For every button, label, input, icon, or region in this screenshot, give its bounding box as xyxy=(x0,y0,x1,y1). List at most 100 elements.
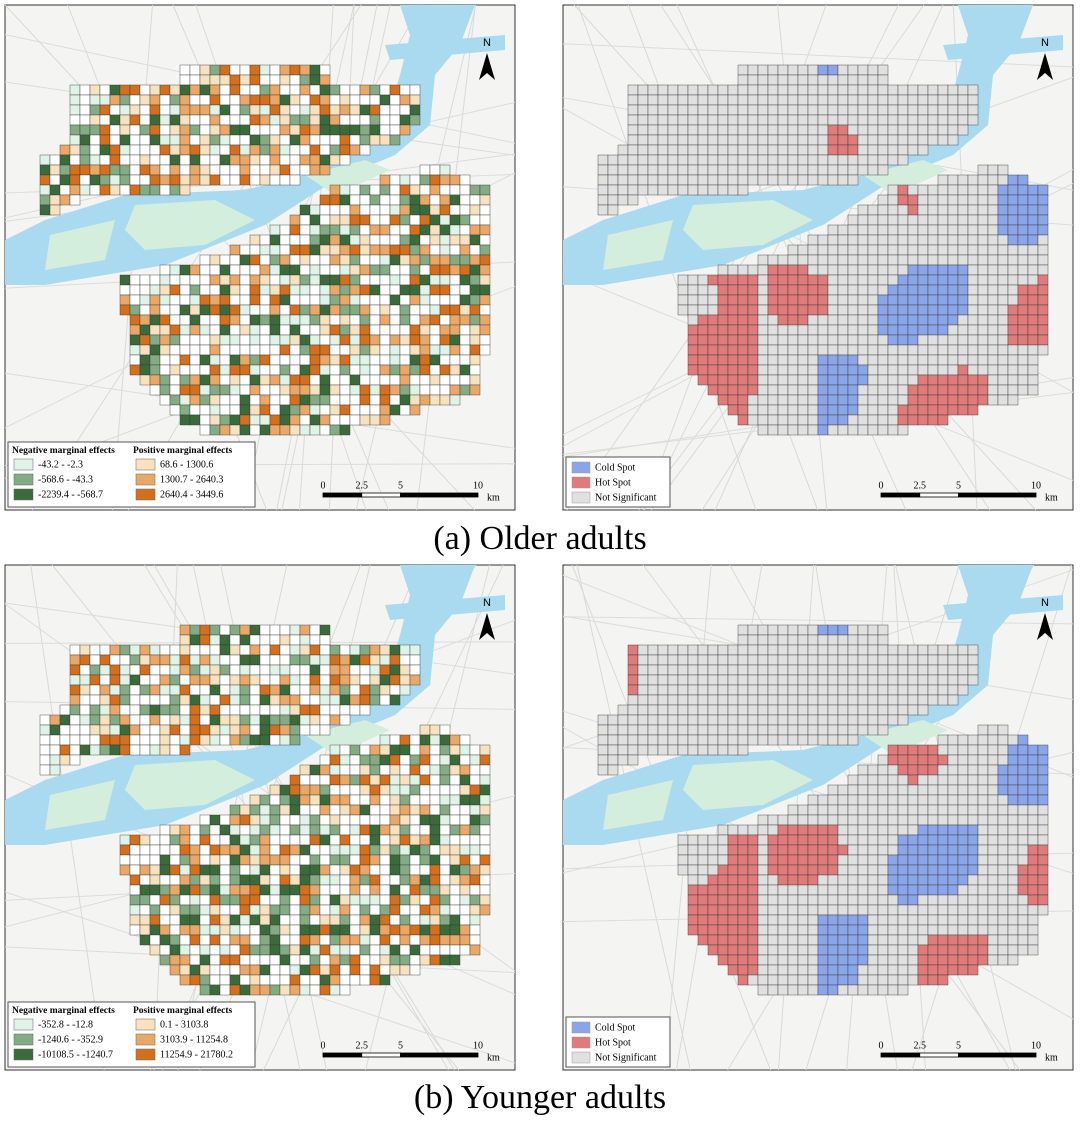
grid-cell xyxy=(707,734,719,746)
grid-cell xyxy=(1027,944,1039,956)
grid-cell xyxy=(807,114,819,126)
grid-cell xyxy=(359,194,371,206)
grid-cell xyxy=(389,844,401,856)
grid-cell xyxy=(229,964,241,976)
grid-cell xyxy=(657,124,669,136)
grid-cell xyxy=(637,734,649,746)
grid-cell xyxy=(109,144,121,156)
grid-cell xyxy=(299,414,311,426)
grid-cell xyxy=(807,874,819,886)
grid-cell xyxy=(399,334,411,346)
grid-cell xyxy=(429,314,441,326)
grid-cell xyxy=(857,314,869,326)
grid-cell xyxy=(369,234,381,246)
grid-cell xyxy=(269,334,281,346)
grid-cell xyxy=(379,894,391,906)
grid-cell xyxy=(199,414,211,426)
grid-cell xyxy=(329,184,341,196)
grid-cell xyxy=(259,974,271,986)
grid-cell xyxy=(99,104,111,116)
grid-cell xyxy=(229,844,241,856)
grid-cell xyxy=(817,124,829,136)
grid-cell xyxy=(887,844,899,856)
grid-cell xyxy=(867,944,879,956)
grid-cell xyxy=(707,164,719,176)
grid-cell xyxy=(179,384,191,396)
grid-cell xyxy=(617,144,629,156)
grid-cell xyxy=(877,754,889,766)
grid-cell xyxy=(179,274,191,286)
grid-cell xyxy=(429,284,441,296)
grid-cell xyxy=(239,824,251,836)
grid-cell xyxy=(199,974,211,986)
grid-cell xyxy=(797,64,809,76)
grid-cell xyxy=(887,894,899,906)
grid-cell xyxy=(727,174,739,186)
grid-cell xyxy=(449,804,461,816)
grid-cell xyxy=(319,794,331,806)
grid-cell xyxy=(877,244,889,256)
grid-cell xyxy=(737,94,749,106)
grid-cell xyxy=(159,134,171,146)
grid-cell xyxy=(837,864,849,876)
grid-cell xyxy=(409,274,421,286)
grid-cell xyxy=(229,374,241,386)
grid-cell xyxy=(757,704,769,716)
grid-cell xyxy=(429,784,441,796)
grid-cell xyxy=(139,854,151,866)
grid-cell xyxy=(189,324,201,336)
grid-cell xyxy=(229,424,241,436)
grid-cell xyxy=(249,94,261,106)
grid-cell xyxy=(99,134,111,146)
grid-cell xyxy=(129,664,141,676)
grid-cell xyxy=(857,764,869,776)
grid-cell xyxy=(409,284,421,296)
grid-cell xyxy=(139,684,151,696)
grid-cell xyxy=(249,844,261,856)
grid-cell xyxy=(837,104,849,116)
grid-cell xyxy=(947,764,959,776)
grid-cell xyxy=(249,684,261,696)
grid-cell xyxy=(319,204,331,216)
grid-cell xyxy=(89,704,101,716)
grid-cell xyxy=(159,744,171,756)
grid-cell xyxy=(957,314,969,326)
grid-cell xyxy=(479,244,491,256)
grid-cell xyxy=(1037,824,1049,836)
scale-label: 2.5 xyxy=(356,1040,369,1051)
grid-cell xyxy=(977,874,989,886)
grid-cell xyxy=(917,234,929,246)
grid-cell xyxy=(309,644,321,656)
grid-cell xyxy=(837,134,849,146)
grid-cell xyxy=(837,304,849,316)
grid-cell xyxy=(369,894,381,906)
grid-cell xyxy=(807,74,819,86)
grid-cell xyxy=(359,224,371,236)
grid-cell xyxy=(807,904,819,916)
grid-cell xyxy=(897,184,909,196)
grid-cell xyxy=(727,314,739,326)
grid-cell xyxy=(957,844,969,856)
grid-cell xyxy=(129,674,141,686)
grid-cell xyxy=(259,164,271,176)
grid-cell xyxy=(877,254,889,266)
grid-cell xyxy=(319,164,331,176)
grid-cell xyxy=(199,644,211,656)
grid-cell xyxy=(927,754,939,766)
grid-cell xyxy=(717,874,729,886)
grid-cell xyxy=(767,844,779,856)
grid-cell xyxy=(717,124,729,136)
grid-cell xyxy=(677,844,689,856)
grid-cell xyxy=(439,344,451,356)
grid-cell xyxy=(129,894,141,906)
grid-cell xyxy=(349,944,361,956)
grid-cell xyxy=(777,404,789,416)
grid-cell xyxy=(249,964,261,976)
grid-cell xyxy=(359,264,371,276)
grid-cell xyxy=(867,264,879,276)
grid-cell xyxy=(149,284,161,296)
grid-cell xyxy=(847,414,859,426)
grid-cell xyxy=(897,274,909,286)
grid-cell xyxy=(339,104,351,116)
grid-cell xyxy=(359,754,371,766)
